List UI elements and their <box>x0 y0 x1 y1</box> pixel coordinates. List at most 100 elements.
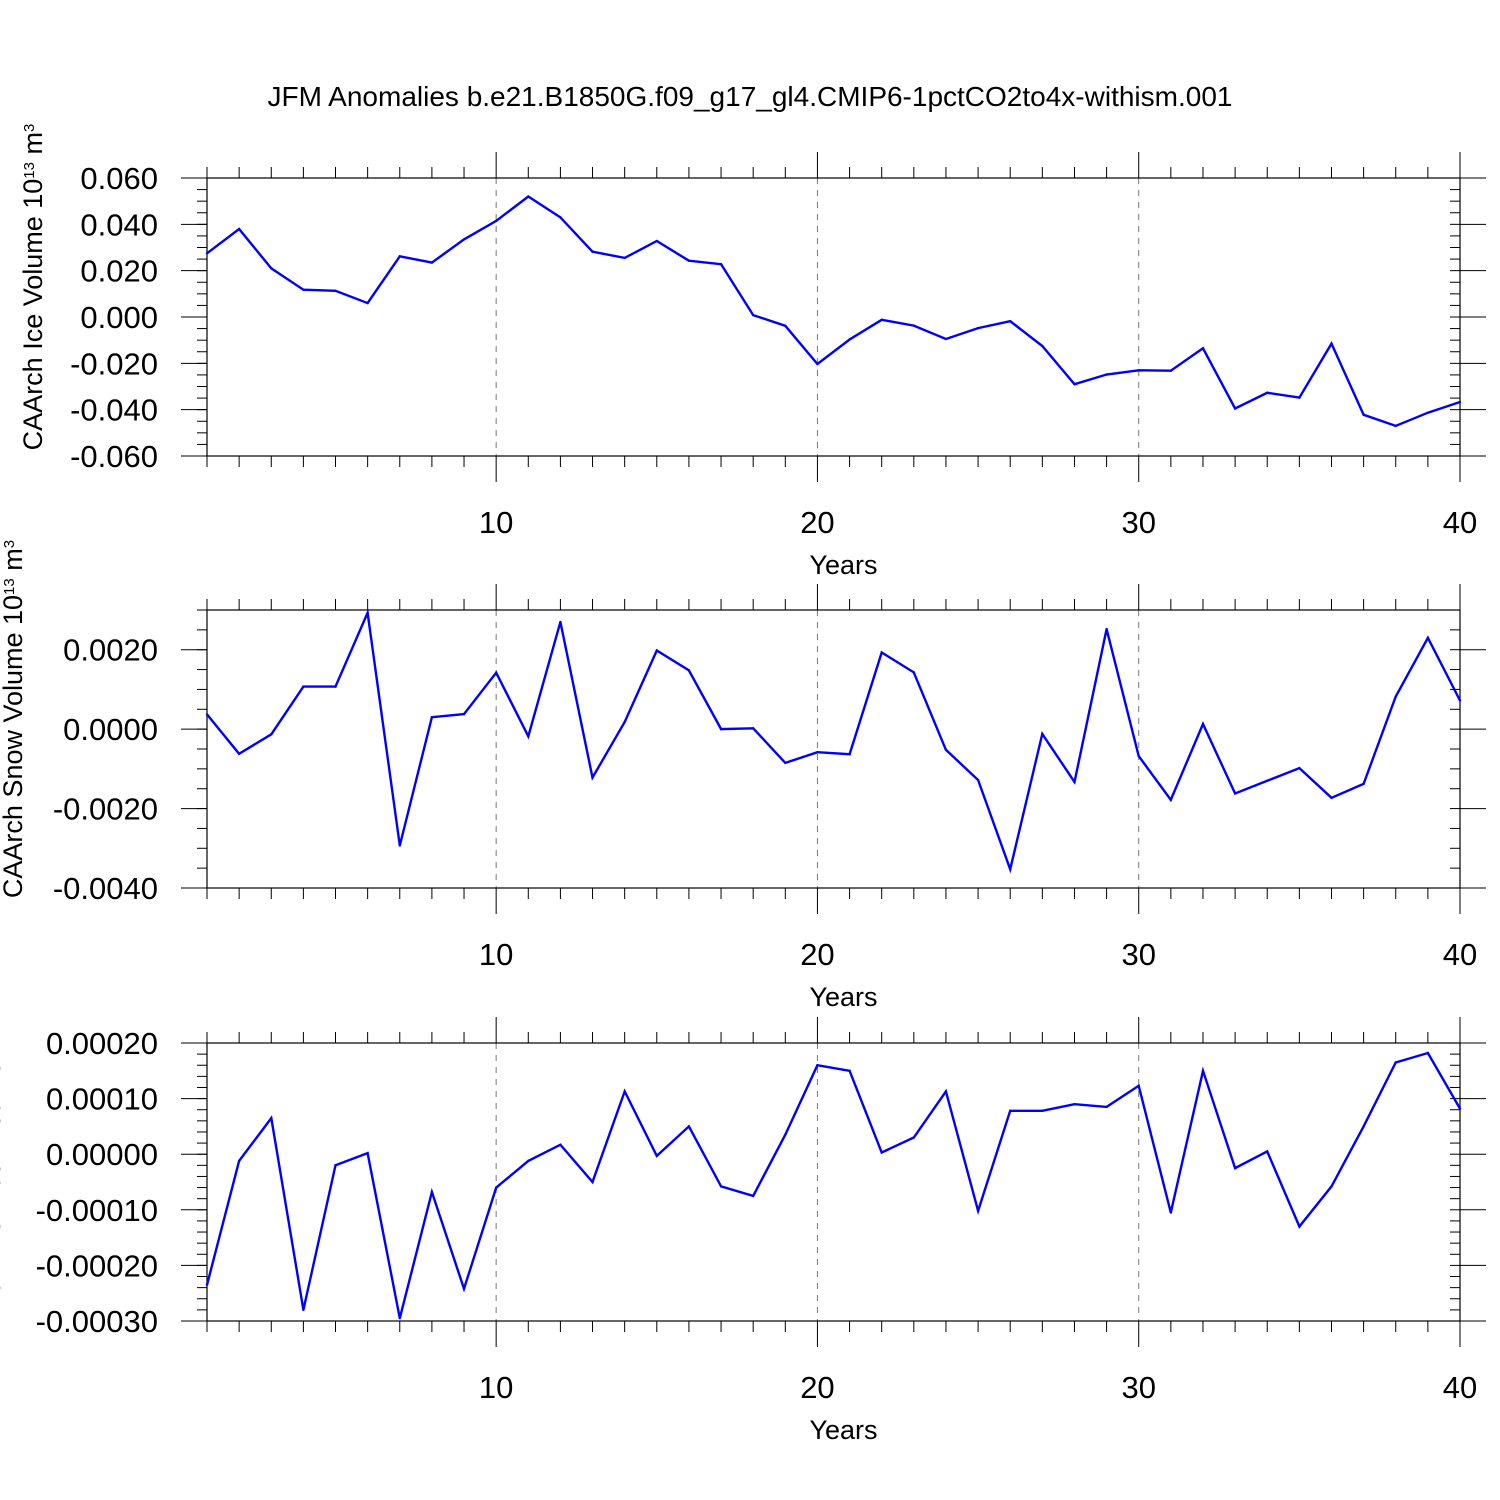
y-tick-label: 0.0000 <box>63 712 158 747</box>
data-point <box>559 621 561 623</box>
data-point <box>559 216 561 218</box>
y-axis-label: CAArch Snow Volume 1013 m3 <box>0 540 28 898</box>
data-point <box>656 240 658 242</box>
x-tick-label: 20 <box>800 937 834 972</box>
data-point <box>848 1070 850 1072</box>
data-point <box>206 252 208 254</box>
data-point <box>656 1155 658 1157</box>
data-point <box>270 267 272 269</box>
data-point <box>431 716 433 718</box>
data-point <box>495 1186 497 1188</box>
data-point <box>623 257 625 259</box>
data-point <box>1459 1107 1461 1109</box>
data-point <box>720 263 722 265</box>
data-point <box>1105 1106 1107 1108</box>
data-point <box>1266 1150 1268 1152</box>
plot-frame <box>207 610 1460 888</box>
data-point <box>1170 370 1172 372</box>
x-axis-label: Years <box>809 550 877 580</box>
data-point <box>334 685 336 687</box>
data-point <box>495 220 497 222</box>
data-point <box>431 261 433 263</box>
y-tick-label: -0.040 <box>70 393 158 428</box>
data-point <box>463 713 465 715</box>
data-point <box>1459 699 1461 701</box>
data-point <box>1427 637 1429 639</box>
data-point <box>1138 1085 1140 1087</box>
data-point <box>399 844 401 846</box>
x-tick-label: 30 <box>1121 937 1155 972</box>
data-point <box>1073 781 1075 783</box>
data-point <box>366 302 368 304</box>
y-tick-label: -0.00010 <box>36 1193 158 1228</box>
plot-frame <box>207 1043 1460 1321</box>
data-point <box>977 779 979 781</box>
y-tick-label: 0.0020 <box>63 633 158 668</box>
plot-frame <box>207 178 1460 456</box>
data-point <box>1073 383 1075 385</box>
data-point <box>1073 1103 1075 1105</box>
data-point <box>880 319 882 321</box>
x-tick-label: 40 <box>1443 505 1477 540</box>
data-point <box>1330 342 1332 344</box>
data-point <box>1234 1167 1236 1169</box>
y-tick-label: -0.00030 <box>36 1304 158 1339</box>
data-point <box>688 669 690 671</box>
x-tick-label: 10 <box>479 1370 513 1405</box>
data-point <box>752 1195 754 1197</box>
data-point <box>495 672 497 674</box>
data-point <box>591 776 593 778</box>
data-point <box>559 1144 561 1146</box>
data-point <box>977 327 979 329</box>
data-point <box>880 1151 882 1153</box>
data-point <box>784 762 786 764</box>
x-tick-label: 10 <box>479 505 513 540</box>
data-point <box>1009 868 1011 870</box>
data-point <box>1009 1110 1011 1112</box>
y-tick-label: 0.00010 <box>46 1082 158 1117</box>
data-point <box>816 363 818 365</box>
data-point <box>816 751 818 753</box>
data-point <box>1395 425 1397 427</box>
data-point <box>720 1185 722 1187</box>
data-point <box>1105 373 1107 375</box>
data-point <box>1362 414 1364 416</box>
data-series-line <box>207 613 1460 870</box>
data-point <box>1266 780 1268 782</box>
data-point <box>848 338 850 340</box>
figure-title: JFM Anomalies b.e21.B1850G.f09_g17_gl4.C… <box>268 81 1233 112</box>
data-point <box>302 685 304 687</box>
chart-panel-2: -0.0040 -0.0020 0.0000 0.0020 10 20 30 40 Years C… <box>0 540 1486 1012</box>
y-tick-label: 0.00020 <box>46 1026 158 1061</box>
data-point <box>1395 695 1397 697</box>
data-point <box>880 651 882 653</box>
x-axis-label: Years <box>809 1415 877 1445</box>
data-point <box>1138 755 1140 757</box>
data-point <box>270 1117 272 1119</box>
data-point <box>1362 1125 1364 1127</box>
data-point <box>1266 392 1268 394</box>
data-point <box>1459 401 1461 403</box>
data-series-line <box>207 197 1460 426</box>
y-tick-label: -0.020 <box>70 346 158 381</box>
data-point <box>591 1181 593 1183</box>
data-point <box>1138 369 1140 371</box>
data-point <box>1298 396 1300 398</box>
data-point <box>270 733 272 735</box>
x-tick-label: 20 <box>800 505 834 540</box>
data-point <box>1202 723 1204 725</box>
data-point <box>1298 1225 1300 1227</box>
data-point <box>1009 320 1011 322</box>
data-point <box>848 753 850 755</box>
data-point <box>527 195 529 197</box>
x-tick-label: 30 <box>1121 1370 1155 1405</box>
x-axis-label: Years <box>809 982 877 1012</box>
data-point <box>1427 1052 1429 1054</box>
data-point <box>945 749 947 751</box>
figure: JFM Anomalies b.e21.B1850G.f09_g17_gl4.C… <box>0 0 1500 1500</box>
data-point <box>431 1191 433 1193</box>
x-tick-label: 30 <box>1121 505 1155 540</box>
data-point <box>752 727 754 729</box>
data-point <box>1298 767 1300 769</box>
data-point <box>591 250 593 252</box>
